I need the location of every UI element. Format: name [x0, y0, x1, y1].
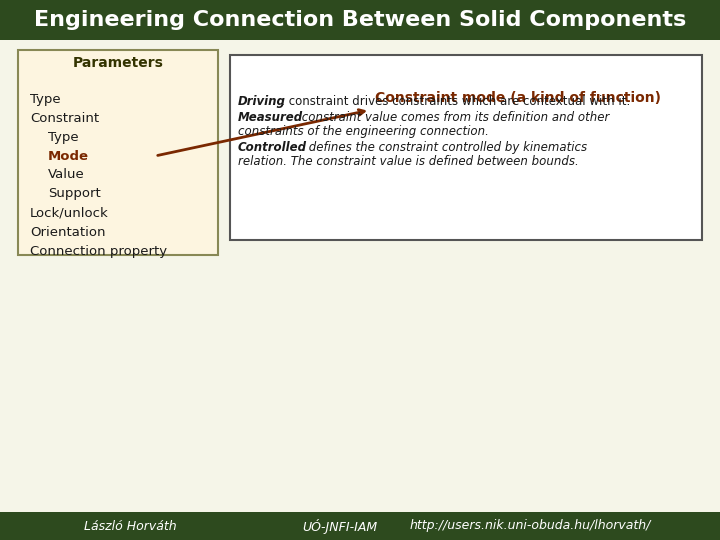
Text: Orientation: Orientation: [30, 226, 106, 239]
Text: Type: Type: [48, 131, 78, 144]
Text: Constraint: Constraint: [30, 111, 99, 125]
Text: Controlled: Controlled: [238, 141, 307, 154]
Text: Type: Type: [30, 92, 60, 105]
Text: http://users.nik.uni-obuda.hu/lhorvath/: http://users.nik.uni-obuda.hu/lhorvath/: [409, 519, 651, 532]
FancyBboxPatch shape: [0, 512, 720, 540]
Text: Parameters: Parameters: [73, 56, 163, 70]
Text: Constraint mode (a kind of function): Constraint mode (a kind of function): [375, 91, 661, 105]
FancyBboxPatch shape: [18, 50, 218, 255]
Text: constraints of the engineering connection.: constraints of the engineering connectio…: [238, 125, 489, 138]
FancyBboxPatch shape: [0, 0, 720, 40]
Text: relation. The constraint value is defined between bounds.: relation. The constraint value is define…: [238, 155, 579, 168]
Text: Mode: Mode: [48, 150, 89, 163]
Text: Measured: Measured: [238, 111, 303, 124]
Text: Support: Support: [48, 187, 101, 200]
Text: UÓ-JNFI-IAM: UÓ-JNFI-IAM: [302, 518, 377, 534]
Text: : defines the constraint controlled by kinematics: : defines the constraint controlled by k…: [301, 141, 587, 154]
Text: Engineering Connection Between Solid Components: Engineering Connection Between Solid Com…: [34, 10, 686, 30]
Text: Driving: Driving: [238, 95, 286, 108]
FancyBboxPatch shape: [230, 55, 702, 240]
Text: : constraint drives constraints which are contextual with it.: : constraint drives constraints which ar…: [281, 95, 630, 108]
Text: Lock/unlock: Lock/unlock: [30, 206, 109, 219]
Text: Connection property: Connection property: [30, 245, 167, 258]
Text: : constraint value comes from its definition and other: : constraint value comes from its defini…: [294, 111, 609, 124]
Text: László Horváth: László Horváth: [84, 519, 176, 532]
Text: Value: Value: [48, 168, 85, 181]
